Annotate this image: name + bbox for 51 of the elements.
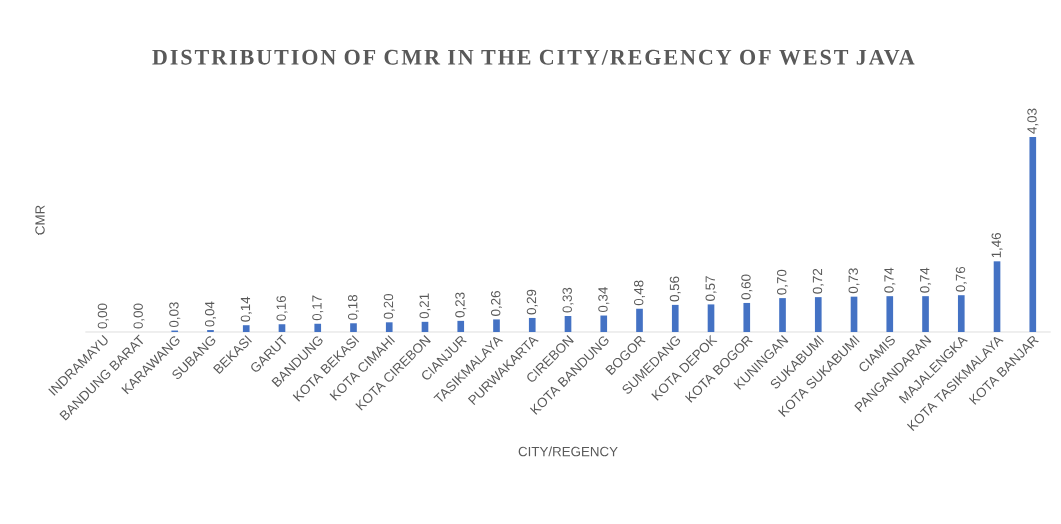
bar: [278, 324, 286, 332]
data-label: 0,20: [383, 293, 395, 319]
data-label: 0,16: [276, 295, 288, 321]
data-label: 0,04: [204, 301, 216, 327]
data-label: 0,48: [634, 280, 646, 306]
data-label: 0,00: [97, 303, 109, 329]
bar: [922, 296, 929, 332]
data-label: 0,76: [955, 266, 967, 292]
data-label: 0,56: [669, 276, 681, 302]
bar: [1029, 136, 1037, 332]
bar: [457, 320, 465, 332]
bar: [814, 297, 822, 332]
data-label: 0,18: [347, 294, 359, 320]
data-label: 0,60: [741, 274, 753, 300]
bar: [671, 304, 679, 332]
bar: [564, 316, 572, 332]
data-label: 0,21: [419, 293, 431, 319]
chart-title: DISTRIBUTION OF CMR IN THE CITY/REGENCY OF WEST JAVA: [152, 49, 915, 65]
data-label: 0,03: [169, 302, 181, 328]
data-label: 0,70: [777, 269, 789, 295]
bar: [493, 319, 500, 332]
bar: [314, 323, 322, 332]
bar: [957, 295, 965, 332]
bar: [242, 325, 250, 332]
data-label: 0,00: [133, 303, 145, 329]
bar: [743, 302, 751, 332]
bar: [886, 296, 894, 332]
bar: [350, 323, 357, 332]
y-axis-title: CMR: [35, 205, 45, 235]
bar: [600, 315, 608, 332]
bar: [385, 322, 393, 332]
data-label: 0,72: [812, 268, 824, 294]
bar: [993, 261, 1001, 332]
data-label: 0,29: [526, 289, 538, 315]
bar: [636, 308, 643, 332]
data-label: 4,03: [1027, 108, 1039, 134]
x-axis-title: CITY/REGENCY: [518, 446, 618, 457]
bar: [528, 317, 536, 332]
data-label: 0,74: [920, 267, 932, 293]
data-label: 0,34: [598, 287, 610, 313]
data-label: 0,23: [455, 292, 467, 318]
data-label: 0,17: [312, 295, 324, 321]
bar: [779, 298, 786, 332]
data-label: 0,26: [490, 291, 503, 316]
data-label: 0,73: [848, 268, 860, 294]
data-label: 0,14: [240, 296, 252, 322]
data-label: 0,74: [884, 267, 896, 293]
bar: [707, 304, 715, 332]
data-label: 1,46: [991, 233, 1003, 258]
data-label: 0,33: [562, 287, 574, 313]
data-label: 0,57: [705, 276, 717, 301]
